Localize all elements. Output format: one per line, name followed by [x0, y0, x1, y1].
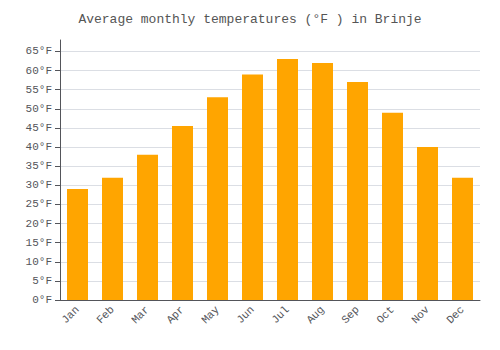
svg-text:60°F: 60°F: [26, 65, 52, 77]
svg-text:Feb: Feb: [94, 304, 116, 326]
svg-text:35°F: 35°F: [26, 160, 52, 172]
svg-text:May: May: [199, 303, 222, 326]
svg-text:Jan: Jan: [59, 304, 81, 326]
svg-text:45°F: 45°F: [26, 122, 52, 134]
svg-text:Mar: Mar: [129, 304, 151, 326]
svg-text:20°F: 20°F: [26, 218, 52, 230]
svg-text:Jun: Jun: [234, 304, 256, 326]
svg-text:5°F: 5°F: [32, 275, 52, 287]
svg-text:25°F: 25°F: [26, 198, 52, 210]
svg-text:Oct: Oct: [374, 304, 396, 326]
svg-text:65°F: 65°F: [26, 45, 52, 57]
svg-text:15°F: 15°F: [26, 237, 52, 249]
svg-text:30°F: 30°F: [26, 179, 52, 191]
svg-text:Apr: Apr: [164, 304, 186, 326]
svg-text:Dec: Dec: [444, 304, 466, 326]
svg-text:Aug: Aug: [304, 304, 326, 326]
svg-text:40°F: 40°F: [26, 141, 52, 153]
svg-text:Jul: Jul: [269, 304, 291, 326]
svg-text:50°F: 50°F: [26, 103, 52, 115]
svg-text:Nov: Nov: [409, 303, 432, 326]
svg-text:10°F: 10°F: [26, 256, 52, 268]
svg-text:55°F: 55°F: [26, 84, 52, 96]
svg-text:0°F: 0°F: [32, 294, 52, 306]
svg-text:Sep: Sep: [339, 304, 361, 326]
svg-text:Average monthly temperatures (: Average monthly temperatures (°F ) in Br…: [78, 12, 421, 27]
